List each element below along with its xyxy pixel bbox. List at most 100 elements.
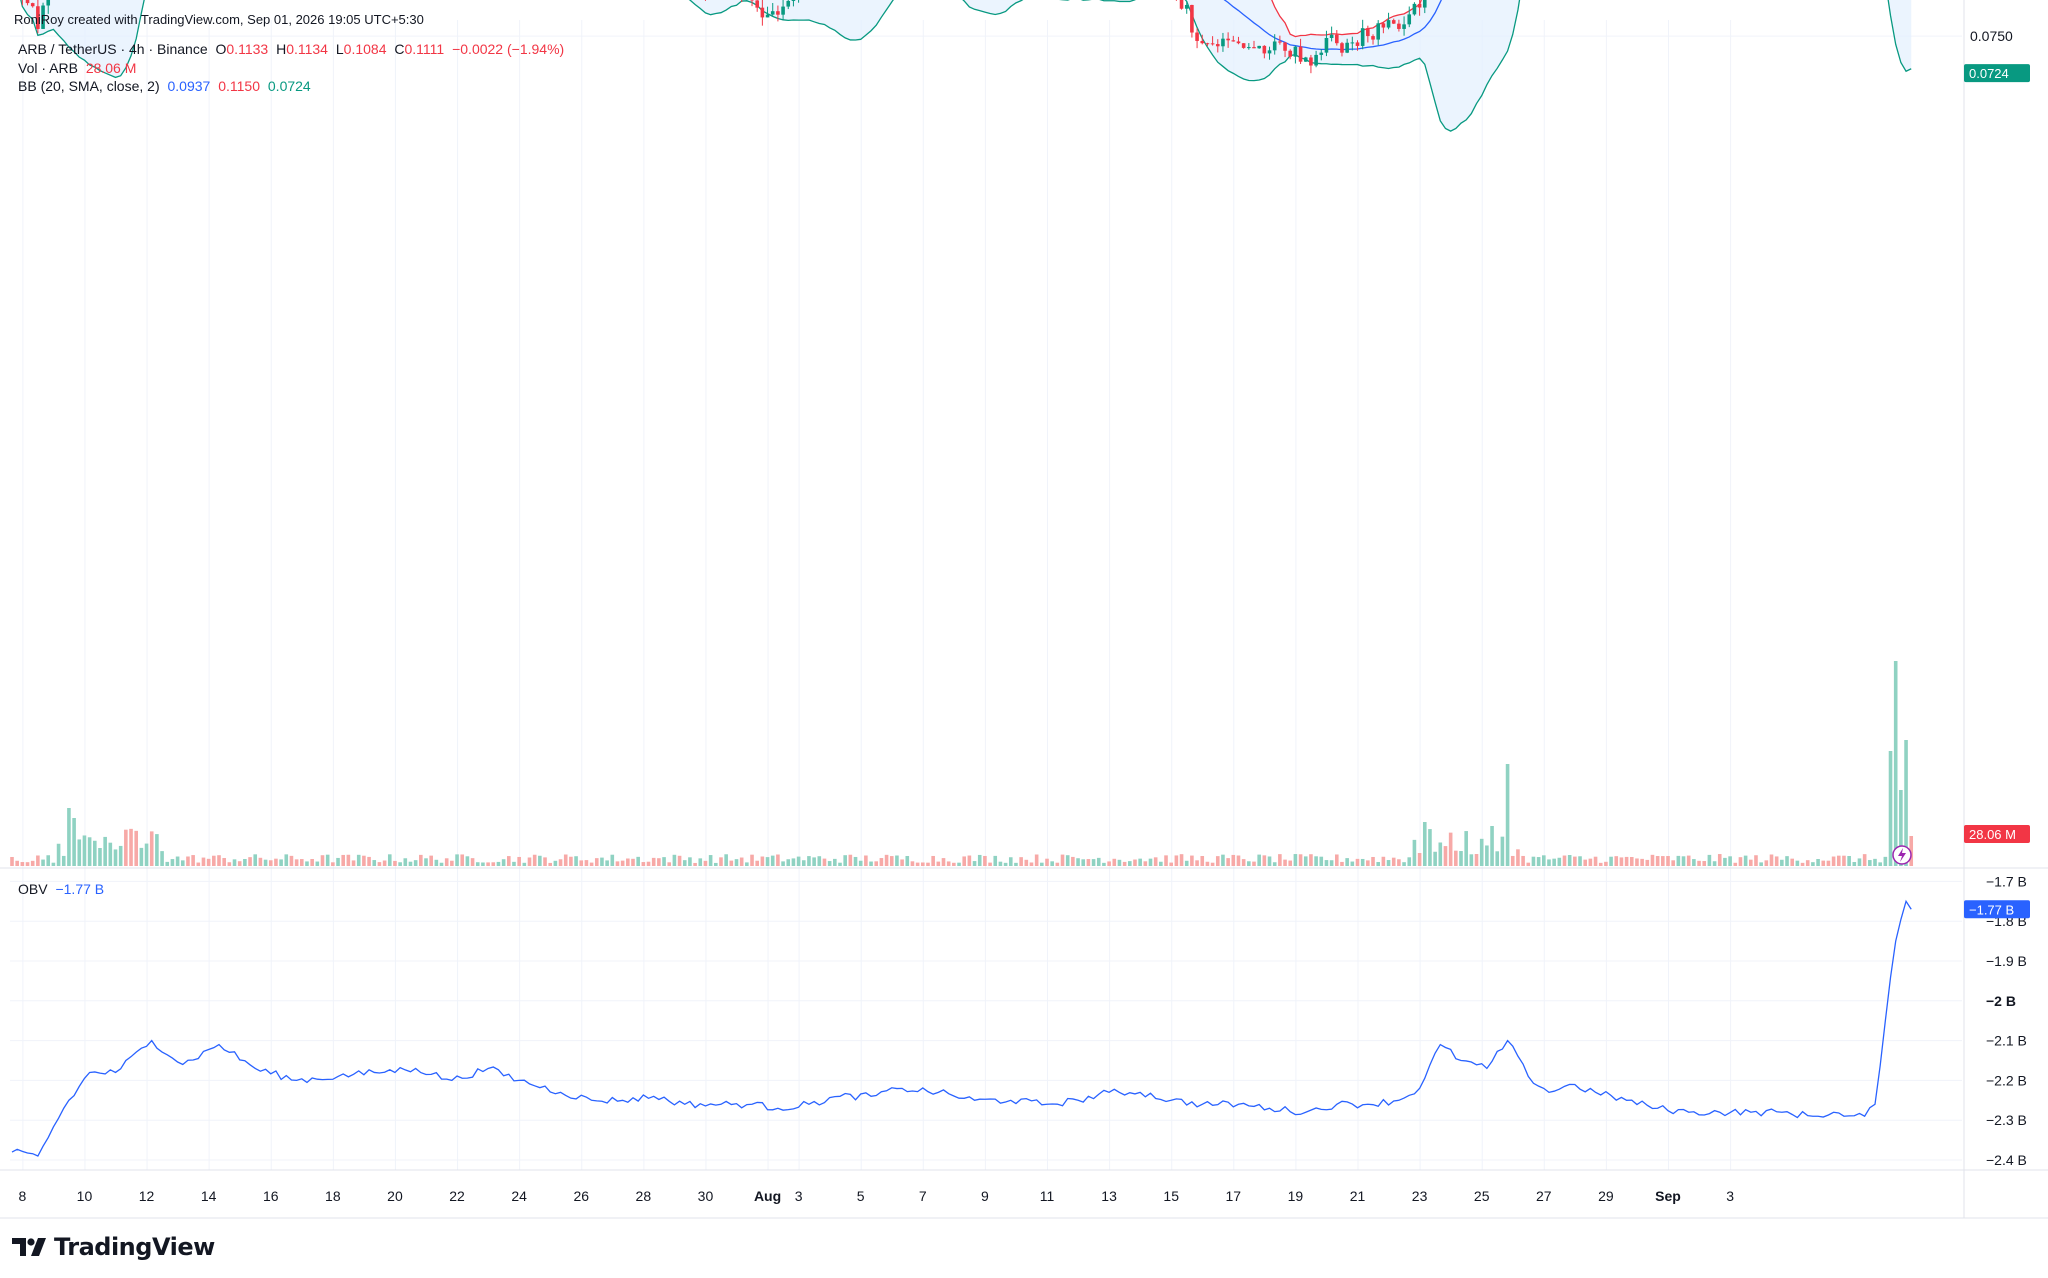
candle-body: [1226, 38, 1230, 41]
volume-bar: [517, 856, 521, 866]
volume-bar: [1153, 857, 1158, 866]
volume-legend[interactable]: Vol · ARB 28.06 M: [18, 60, 140, 76]
time-axis-tick: 18: [325, 1188, 341, 1204]
volume-bar: [512, 861, 516, 866]
volume-bar: [1076, 858, 1080, 866]
volume-bar: [134, 830, 138, 866]
volume-bar: [25, 862, 30, 866]
volume-bar: [315, 861, 320, 866]
candle-body: [1350, 42, 1355, 44]
volume-bar: [1531, 856, 1536, 866]
candle-body: [36, 6, 40, 29]
volume-bar: [331, 862, 335, 866]
volume-bar: [1267, 856, 1272, 866]
volume-bar: [936, 861, 941, 866]
volume-bar: [1148, 858, 1153, 866]
symbol-legend[interactable]: ARB / TetherUS · 4h · Binance O0.1133 H0…: [18, 41, 568, 57]
volume-bar: [1547, 859, 1551, 866]
volume-bar: [191, 855, 195, 866]
obv-axis-tick: −2.2 B: [1986, 1072, 2027, 1088]
volume-bar: [362, 855, 366, 866]
volume-bar: [1655, 855, 1660, 866]
volume-bar: [1096, 857, 1101, 866]
volume-bar: [144, 843, 149, 866]
volume-bar: [470, 858, 475, 866]
volume-bar: [1650, 854, 1655, 866]
volume-bar: [1557, 857, 1562, 866]
time-axis-tick: 23: [1412, 1188, 1428, 1204]
volume-bar: [1293, 854, 1298, 866]
candle-body: [1402, 24, 1406, 29]
time-axis-tick: 20: [387, 1188, 403, 1204]
volume-value: 28.06 M: [85, 60, 137, 76]
volume-bar: [170, 859, 175, 866]
volume-bar: [1821, 860, 1826, 866]
volume-bar: [367, 856, 371, 866]
volume-bar: [1826, 860, 1831, 866]
time-axis-tick: 17: [1226, 1188, 1242, 1204]
volume-bar: [1215, 856, 1220, 866]
volume-bar: [336, 857, 340, 866]
volume-bar: [615, 861, 620, 866]
high-label: H: [276, 41, 287, 57]
volume-bar: [310, 859, 314, 866]
volume-bar: [977, 854, 982, 866]
volume-bar: [1479, 838, 1484, 866]
volume-bar: [165, 861, 170, 866]
volume-bar: [522, 862, 527, 866]
volume-bar: [1319, 856, 1324, 866]
volume-bar: [1143, 861, 1148, 866]
volume-bar: [657, 858, 661, 866]
obv-legend[interactable]: OBV −1.77 B: [18, 881, 108, 897]
candle-body: [1303, 57, 1308, 62]
candle-body: [1371, 36, 1375, 40]
candle-body: [786, 0, 791, 7]
volume-bar: [180, 860, 185, 866]
volume-bar: [1883, 856, 1888, 866]
volume-bar: [455, 854, 459, 866]
volume-bar: [1878, 862, 1882, 866]
volume-bar: [118, 845, 123, 866]
candle-body: [776, 11, 780, 15]
volume-price-label: 28.06 M: [1964, 825, 2030, 843]
volume-bar: [77, 839, 82, 866]
volume-bar: [356, 854, 361, 866]
volume-bar: [1159, 861, 1163, 866]
volume-bar: [465, 856, 470, 866]
volume-bar: [698, 858, 703, 866]
volume-bar: [268, 860, 273, 866]
volume-bar: [807, 856, 811, 866]
volume-bar: [605, 860, 609, 866]
volume-bar: [481, 862, 485, 866]
bollinger-legend[interactable]: BB (20, SMA, close, 2) 0.0937 0.1150 0.0…: [18, 78, 315, 94]
lightning-icon[interactable]: [1892, 845, 1912, 865]
volume-bar: [1510, 855, 1515, 866]
volume-bar: [93, 840, 97, 866]
bollinger-fill: [20, 0, 1912, 132]
volume-bar: [1412, 839, 1417, 866]
volume-bar: [1583, 859, 1587, 866]
volume-bar: [1247, 861, 1251, 866]
tradingview-logo[interactable]: TradingView: [12, 1233, 215, 1261]
volume-bar: [651, 857, 656, 866]
volume-bar: [46, 855, 51, 866]
obv-price-label-text: −1.77 B: [1969, 902, 2014, 917]
bollinger-label: BB (20, SMA, close, 2): [18, 78, 160, 94]
volume-bar: [1029, 862, 1034, 866]
volume-bar: [1438, 842, 1443, 866]
volume-bar: [1619, 857, 1624, 866]
volume-bar: [243, 859, 247, 866]
bollinger-upper-value: 0.1150: [218, 78, 260, 94]
volume-bar: [1697, 860, 1701, 866]
volume-bar: [967, 855, 972, 866]
volume-bar: [1366, 860, 1370, 866]
volume-bar: [786, 859, 791, 866]
obv-price-label: −1.77 B: [1964, 900, 2030, 919]
volume-bar: [1552, 858, 1556, 866]
volume-bar: [1474, 854, 1479, 866]
volume-bar: [1728, 856, 1732, 866]
time-axis-tick: 11: [1040, 1188, 1055, 1204]
volume-bar: [1805, 860, 1810, 866]
candle-body: [1329, 34, 1334, 38]
